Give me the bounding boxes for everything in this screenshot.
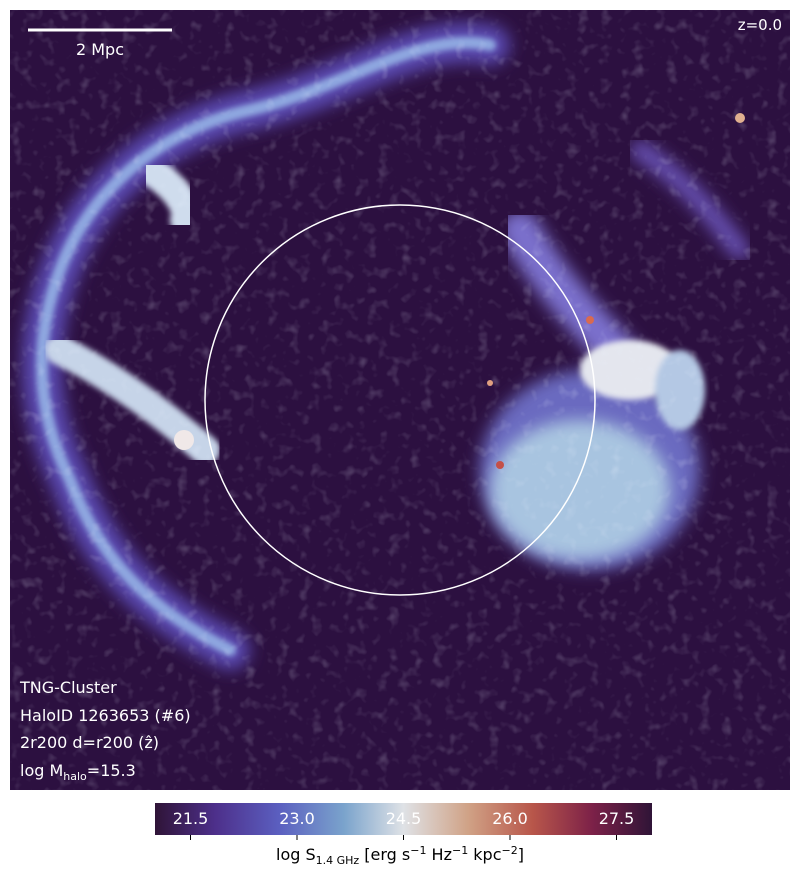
mass-value: =15.3: [87, 761, 136, 780]
colorbar-tick-label: 24.5: [386, 809, 422, 828]
colorbar-tick-label: 21.5: [173, 809, 209, 828]
label-part: ]: [518, 845, 524, 864]
label-part: kpc: [468, 845, 501, 864]
label-part: 1.4 GHz: [316, 854, 360, 867]
colorbar: [155, 803, 652, 835]
annotation: 2r200 d=r200 (ẑ): [20, 733, 159, 752]
r200-circle: [204, 204, 596, 596]
annotation: TNG-Cluster: [19, 678, 117, 697]
emission: [10, 10, 790, 790]
label-part: −1: [410, 844, 426, 857]
annotation: HaloID 1263653 (#6): [20, 706, 191, 725]
map: 2 Mpc z=0.0 TNG-Cluster HaloID 1263653 (…: [10, 10, 790, 790]
colorbar-tick-label: 27.5: [599, 809, 635, 828]
colorbar-ticks: 21.5 23.0 24.5 26.0 27.5: [173, 809, 635, 840]
mass-text: log M: [20, 761, 63, 780]
colorbar-label: log S1.4 GHz [erg s−1 Hz−1 kpc−2]: [276, 844, 524, 867]
mass-sub: halo: [63, 770, 87, 783]
label-part: −1: [452, 844, 468, 857]
label-part: Hz: [426, 845, 452, 864]
mass-label: log Mhalo=15.3: [20, 761, 136, 783]
colorbar-tick-label: 23.0: [279, 809, 315, 828]
redshift: z=0.0: [738, 16, 782, 34]
label-part: [erg s: [359, 845, 410, 864]
colorbar-tick-label: 26.0: [492, 809, 528, 828]
scale-label: 2 Mpc: [76, 40, 124, 59]
label-part: −2: [502, 844, 518, 857]
label-part: log S: [276, 845, 316, 864]
